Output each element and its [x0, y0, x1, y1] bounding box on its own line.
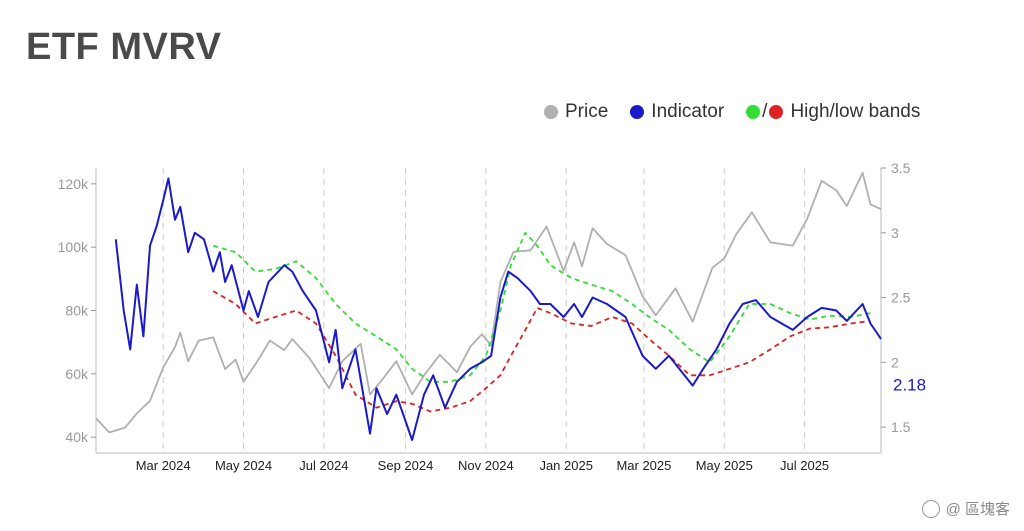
legend-indicator-label: Indicator [651, 101, 725, 122]
x-tick-label-3: Sep 2024 [378, 458, 434, 473]
right-tick-label-1: 2 [891, 354, 899, 370]
left-tick-label-4: 120k [58, 176, 89, 192]
chart-legend: Price Indicator / High/low bands [544, 101, 920, 123]
x-tick-label-1: May 2024 [215, 458, 272, 473]
chart-title: ETF MVRV [26, 26, 222, 68]
legend-price-label: Price [565, 101, 609, 122]
legend-low-band-marker [769, 105, 784, 119]
series-low-band-line [212, 290, 871, 413]
left-tick-label-3: 100k [58, 239, 89, 255]
right-tick-label-2: 2.5 [891, 290, 911, 306]
series-price-line [95, 171, 882, 434]
x-tick-label-8: Jul 2025 [780, 458, 829, 473]
legend-bands-separator: / [762, 101, 768, 122]
series-indicator-line [114, 177, 882, 441]
watermark-logo-icon [921, 499, 940, 518]
right-tick-label-3: 3 [891, 225, 899, 241]
legend-high-band-marker [746, 105, 761, 119]
legend-price-marker [544, 105, 558, 119]
watermark: @ 區塊客 [921, 498, 1010, 519]
legend-indicator-marker [630, 105, 645, 119]
x-tick-label-4: Nov 2024 [458, 458, 514, 473]
indicator-last-value-label: 2.18 [893, 376, 926, 395]
x-tick-label-7: May 2025 [696, 458, 753, 473]
right-tick-label-0: 1.5 [891, 419, 911, 435]
series-high-band-line [212, 231, 871, 383]
legend-item-indicator[interactable]: Indicator [630, 101, 724, 123]
watermark-text: @ 區塊客 [945, 501, 1010, 518]
left-tick-label-1: 60k [65, 366, 89, 382]
left-tick-label-2: 80k [65, 303, 89, 319]
legend-item-price[interactable]: Price [544, 101, 608, 123]
legend-item-bands[interactable]: / High/low bands [746, 101, 920, 123]
left-tick-label-0: 40k [65, 429, 89, 445]
right-tick-label-4: 3.5 [891, 160, 911, 176]
legend-bands-label: High/low bands [790, 101, 921, 122]
x-tick-label-0: Mar 2024 [136, 458, 191, 473]
x-tick-label-5: Jan 2025 [539, 458, 593, 473]
x-tick-label-6: Mar 2025 [616, 458, 671, 473]
x-tick-label-2: Jul 2024 [299, 458, 348, 473]
